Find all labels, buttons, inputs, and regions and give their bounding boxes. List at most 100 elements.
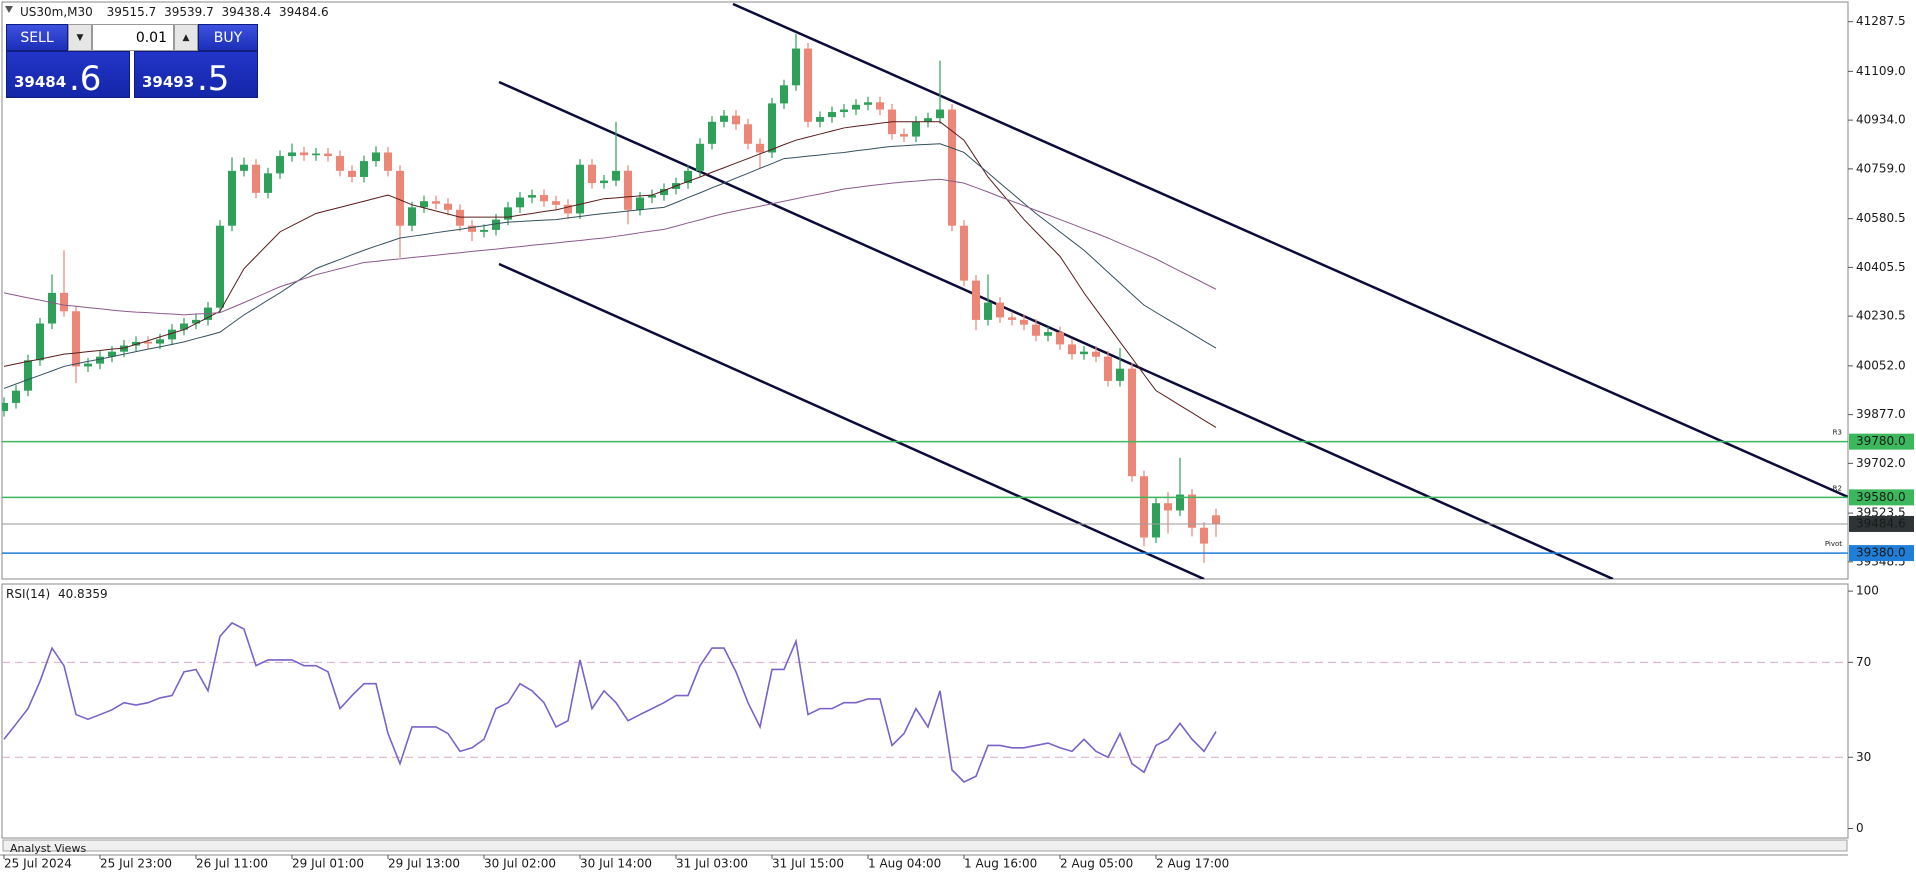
- candle-body: [984, 302, 992, 320]
- level-tag: [1849, 489, 1914, 506]
- symbol: US30m,M30: [20, 5, 93, 19]
- candle-body: [1032, 324, 1040, 336]
- candle-body: [972, 280, 980, 320]
- y-tick-label: 40759.0: [1856, 161, 1906, 175]
- candle-body: [936, 109, 944, 119]
- bid-main: 39484: [14, 73, 67, 91]
- y-tick-label: 0: [1856, 821, 1864, 835]
- candle-body: [636, 197, 644, 210]
- candle-body: [36, 323, 44, 361]
- candle-body: [84, 363, 92, 367]
- header-close: 39484.6: [279, 5, 329, 19]
- candle-body: [468, 225, 476, 232]
- candle-body: [192, 319, 200, 324]
- candle-body: [432, 201, 440, 204]
- candle-body: [300, 152, 308, 156]
- candle-body: [144, 341, 152, 344]
- rsi-title: RSI(14): [6, 587, 50, 601]
- candle-body: [804, 48, 812, 122]
- candle-body: [108, 351, 116, 357]
- candle-body: [1176, 494, 1184, 511]
- candle-body: [72, 311, 80, 367]
- candle-body: [1200, 527, 1208, 544]
- candle-body: [744, 124, 752, 144]
- candle-body: [288, 152, 296, 157]
- candle-body: [1068, 344, 1076, 355]
- candle-body: [996, 302, 1004, 318]
- candle-body: [348, 170, 356, 177]
- x-tick-label: 1 Aug 16:00: [964, 857, 1037, 871]
- footer-tab[interactable]: Analyst Views: [10, 842, 86, 855]
- rsi-panel: [1, 583, 1849, 839]
- lot-input[interactable]: 0.01: [92, 24, 174, 51]
- price-panel: [1, 1, 1849, 580]
- candle-body: [564, 204, 572, 214]
- candle-body: [444, 203, 452, 210]
- lot-decrease[interactable]: ▼: [68, 24, 92, 51]
- level-tag: [1849, 433, 1914, 450]
- y-tick-label: 30: [1856, 750, 1871, 764]
- candle-body: [132, 341, 140, 346]
- ask-tail: .5: [197, 59, 230, 99]
- lot-increase[interactable]: ▲: [174, 24, 198, 51]
- buy-button[interactable]: BUY: [198, 24, 258, 51]
- candle-body: [732, 115, 740, 125]
- y-tick-label: 41109.0: [1856, 64, 1906, 78]
- candle-body: [624, 170, 632, 210]
- sell-button[interactable]: SELL: [6, 24, 68, 51]
- x-tick-label: 2 Aug 05:00: [1060, 857, 1133, 871]
- x-tick-label: 31 Jul 15:00: [772, 857, 844, 871]
- candle-body: [528, 195, 536, 198]
- ask-main: 39493: [142, 73, 195, 91]
- candle-body: [708, 121, 716, 144]
- candle-body: [924, 118, 932, 122]
- footer-tab-bar: [2, 839, 1848, 852]
- y-tick-label: 40934.0: [1856, 113, 1906, 127]
- candle-body: [1008, 317, 1016, 320]
- header-open: 39515.7: [107, 5, 157, 19]
- candle-body: [396, 170, 404, 226]
- candle-body: [240, 164, 248, 171]
- y-tick-label: 39702.0: [1856, 456, 1906, 470]
- candle-body: [480, 229, 488, 232]
- candle-body: [312, 153, 320, 156]
- y-tick-label: 40230.5: [1856, 309, 1906, 323]
- moving-average: [3, 143, 1217, 389]
- candle-body: [384, 152, 392, 171]
- bid-box[interactable]: 39484 .6: [6, 51, 130, 99]
- x-tick-label: 29 Jul 13:00: [388, 857, 460, 871]
- candle-body: [780, 85, 788, 104]
- candle-body: [576, 164, 584, 214]
- candle-body: [1092, 351, 1100, 357]
- last-price-label: 39484.6: [1856, 516, 1906, 530]
- candle-body: [1188, 494, 1196, 528]
- candle-body: [1128, 368, 1136, 477]
- collapse-icon[interactable]: [5, 6, 13, 13]
- candle-body: [60, 292, 68, 312]
- ask-box[interactable]: 39493 .5: [134, 51, 258, 99]
- candle-body: [828, 112, 836, 118]
- candle-body: [372, 152, 380, 162]
- candle-body: [48, 292, 56, 324]
- candle-body: [96, 356, 104, 364]
- y-tick-label: 40580.5: [1856, 211, 1906, 225]
- candle-body: [552, 201, 560, 205]
- y-tick-label: 39877.0: [1856, 407, 1906, 421]
- level-name: R3: [1833, 429, 1842, 437]
- candle-body: [960, 225, 968, 281]
- candle-body: [1080, 351, 1088, 355]
- candle-body: [792, 48, 800, 86]
- candle-body: [768, 103, 776, 153]
- candle-body: [1056, 332, 1064, 345]
- candle-body: [252, 164, 260, 193]
- moving-average: [3, 121, 1217, 428]
- candle-body: [684, 170, 692, 184]
- candle-body: [876, 102, 884, 110]
- candle-body: [492, 219, 500, 230]
- bid-tail: .6: [69, 59, 102, 99]
- candle-body: [228, 170, 236, 226]
- y-tick-label: 70: [1856, 655, 1871, 669]
- level-name: Pivot: [1825, 540, 1842, 548]
